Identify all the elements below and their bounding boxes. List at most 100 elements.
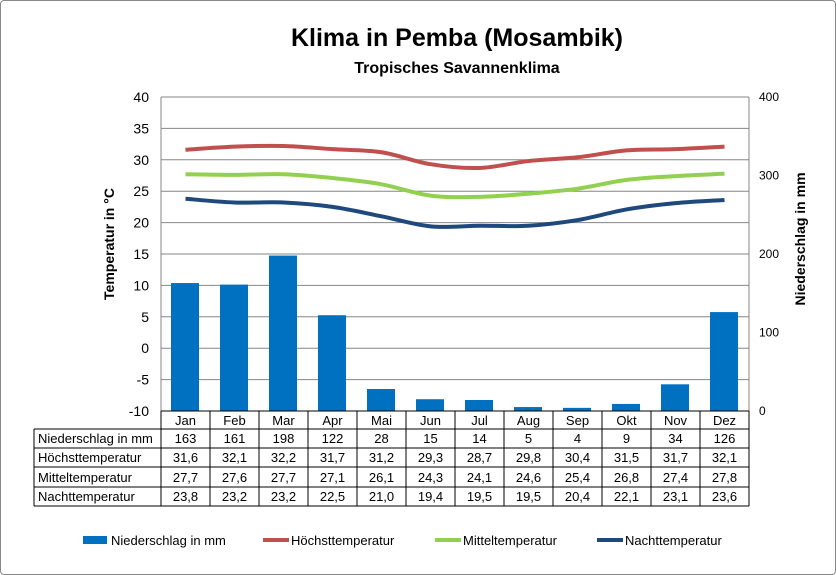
table-cell: 15: [423, 431, 437, 446]
table-cell: 27,8: [712, 470, 737, 485]
table-cell: 126: [714, 431, 736, 446]
table-header-apr: Apr: [322, 413, 343, 428]
y-tick-label: 25: [133, 183, 149, 199]
table-cell: 25,4: [565, 470, 590, 485]
table-cell: 31,5: [614, 450, 639, 465]
table-row-label: Niederschlag in mm: [38, 431, 153, 446]
line-nachttemperatur: [185, 196, 725, 229]
chart-subtitle: Tropisches Savannenklima: [354, 60, 560, 77]
table-header-mar: Mar: [272, 413, 295, 428]
table-cell: 27,4: [663, 470, 688, 485]
bar-mar: [269, 255, 297, 411]
bar-nov: [661, 384, 689, 411]
table-cell: 28: [374, 431, 388, 446]
table-cell: 161: [224, 431, 246, 446]
table-cell: 24,3: [418, 470, 443, 485]
table-cell: 31,7: [320, 450, 345, 465]
table-cell: 19,5: [516, 489, 541, 504]
table-cell: 22,1: [614, 489, 639, 504]
table-row-label: Höchsttemperatur: [38, 450, 142, 465]
table-cell: 27,1: [320, 470, 345, 485]
table-cell: 122: [322, 431, 344, 446]
y-tick-label: 5: [141, 309, 149, 325]
legend-label: Nachttemperatur: [625, 533, 722, 548]
table-cell: 26,8: [614, 470, 639, 485]
y-tick-label: 40: [133, 89, 149, 105]
table-header-okt: Okt: [616, 413, 637, 428]
bar-dez: [710, 312, 738, 411]
table-cell: 27,7: [173, 470, 198, 485]
table-cell: 24,6: [516, 470, 541, 485]
table-cell: 31,7: [663, 450, 688, 465]
bar-mai: [367, 389, 395, 411]
table-header-jul: Jul: [471, 413, 488, 428]
y-tick-label: 15: [133, 246, 149, 262]
table-cell: 5: [525, 431, 532, 446]
table-header-jun: Jun: [420, 413, 441, 428]
table-cell: 32,2: [271, 450, 296, 465]
table-cell: 34: [668, 431, 682, 446]
table-cell: 21,0: [369, 489, 394, 504]
table-cell: 24,1: [467, 470, 492, 485]
table-header-mai: Mai: [371, 413, 392, 428]
legend-label: Höchsttemperatur: [291, 533, 395, 548]
bar-jun: [416, 399, 444, 411]
y-tick-label: 0: [141, 340, 149, 356]
table-row-label: Mitteltemperatur: [38, 470, 133, 485]
table-cell: 27,6: [222, 470, 247, 485]
table-cell: 163: [175, 431, 197, 446]
chart-title: Klima in Pemba (Mosambik): [291, 24, 623, 52]
table-cell: 23,8: [173, 489, 198, 504]
table-cell: 28,7: [467, 450, 492, 465]
table-cell: 198: [273, 431, 295, 446]
legend-label: Mitteltemperatur: [463, 533, 558, 548]
bar-aug: [514, 407, 542, 411]
table-cell: 29,3: [418, 450, 443, 465]
table-header-feb: Feb: [223, 413, 245, 428]
y2-tick-label: 200: [759, 247, 779, 261]
bar-okt: [612, 403, 640, 411]
y-tick-label: 30: [133, 152, 149, 168]
table-cell: 32,1: [222, 450, 247, 465]
y-tick-label: -10: [129, 403, 149, 419]
line-höchsttemperatur: [185, 143, 725, 171]
table-cell: 31,2: [369, 450, 394, 465]
table-header-dez: Dez: [713, 413, 736, 428]
legend-label: Niederschlag in mm: [111, 533, 226, 548]
table-header-aug: Aug: [517, 413, 540, 428]
table-cell: 23,1: [663, 489, 688, 504]
table-cell: 31,6: [173, 450, 198, 465]
table-header-sep: Sep: [566, 413, 589, 428]
y-tick-label: 10: [133, 277, 149, 293]
table-cell: 20,4: [565, 489, 590, 504]
bar-apr: [318, 315, 346, 411]
table-cell: 30,4: [565, 450, 590, 465]
y-tick-label: 35: [133, 120, 149, 136]
bar-jul: [465, 400, 493, 411]
legend-swatch-bar: [83, 536, 107, 544]
bar-feb: [220, 284, 248, 411]
table-header-jan: Jan: [175, 413, 196, 428]
y2-tick-label: 300: [759, 169, 779, 183]
table-cell: 14: [472, 431, 486, 446]
line-mitteltemperatur: [185, 171, 725, 200]
table-cell: 19,5: [467, 489, 492, 504]
table-cell: 27,7: [271, 470, 296, 485]
table-cell: 23,6: [712, 489, 737, 504]
y2-tick-label: 100: [759, 326, 779, 340]
table-cell: 4: [574, 431, 581, 446]
table-cell: 19,4: [418, 489, 443, 504]
table-cell: 22,5: [320, 489, 345, 504]
y2-tick-label: 0: [759, 404, 766, 418]
y2-tick-label: 400: [759, 90, 779, 104]
table-row-label: Nachttemperatur: [38, 489, 135, 504]
y-tick-label: 20: [133, 215, 149, 231]
table-header-nov: Nov: [664, 413, 688, 428]
table-cell: 9: [623, 431, 630, 446]
y-axis-label: Temperatur in °C: [101, 188, 117, 300]
table-cell: 29,8: [516, 450, 541, 465]
y2-axis-label: Niederschlag in mm: [792, 172, 808, 305]
table-cell: 23,2: [271, 489, 296, 504]
